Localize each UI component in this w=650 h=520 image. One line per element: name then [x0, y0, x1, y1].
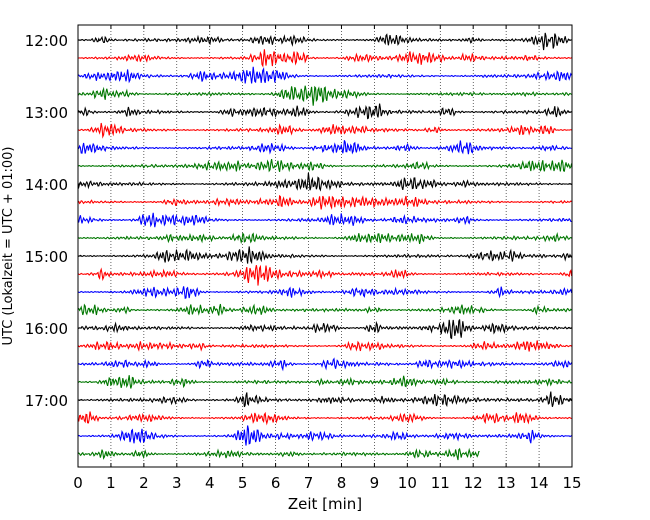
- y-axis-ticks: 12:00 13:00 14:00 15:00 16:00 17:00: [25, 32, 572, 410]
- trace-line: [77, 286, 573, 300]
- trace-line: [77, 411, 572, 426]
- trace-line: [77, 231, 572, 245]
- trace-line: [77, 319, 572, 340]
- trace-line: [77, 391, 573, 408]
- x-tick-label: 0: [73, 474, 83, 492]
- plot-frame: [77, 24, 573, 468]
- trace-line: [77, 140, 572, 155]
- trace-line: [77, 158, 573, 173]
- x-tick-label: 15: [562, 474, 581, 492]
- x-tick-label: 7: [304, 474, 314, 492]
- x-tick-label: 1: [106, 474, 116, 492]
- trace-line: [77, 172, 572, 192]
- x-tick-label: 8: [337, 474, 347, 492]
- trace-line: [77, 103, 572, 120]
- trace-line: [77, 425, 572, 446]
- y-tick-label: 14:00: [25, 176, 68, 194]
- x-tick-label: 9: [370, 474, 380, 492]
- x-tick-label: 6: [271, 474, 281, 492]
- x-tick-label: 5: [238, 474, 248, 492]
- trace-line: [77, 264, 573, 286]
- y-axis-label: UTC (Lokalzeit = UTC + 01:00): [1, 147, 16, 346]
- x-tick-label: 4: [205, 474, 215, 492]
- x-tick-label: 14: [530, 474, 549, 492]
- trace-line: [77, 375, 572, 389]
- trace-line: [77, 32, 572, 51]
- y-tick-label: 16:00: [25, 320, 68, 338]
- trace-line: [77, 49, 572, 68]
- x-tick-label: 12: [464, 474, 483, 492]
- trace-line: [77, 122, 572, 139]
- x-tick-label: 2: [139, 474, 149, 492]
- x-axis-label: Zeit [min]: [288, 495, 362, 513]
- trace-line: [77, 357, 573, 372]
- y-tick-label: 15:00: [25, 248, 68, 266]
- trace-line: [77, 447, 480, 461]
- trace-line: [77, 212, 572, 228]
- y-tick-label: 17:00: [25, 392, 68, 410]
- x-tick-label: 11: [431, 474, 450, 492]
- x-tick-label: 13: [497, 474, 516, 492]
- trace-line: [77, 66, 573, 84]
- trace-line: [77, 85, 572, 106]
- trace-line: [77, 340, 572, 352]
- x-tick-label: 10: [398, 474, 417, 492]
- y-tick-label: 12:00: [25, 32, 68, 50]
- trace-line: [77, 194, 572, 210]
- trace-line: [77, 303, 572, 316]
- x-tick-label: 3: [172, 474, 182, 492]
- y-tick-label: 13:00: [25, 104, 68, 122]
- x-axis-ticks: 0 1 2 3 4 5 6 7 8 9 10 11 12 13 14 15: [73, 25, 582, 492]
- trace-line: [77, 246, 572, 265]
- seismic-traces: [77, 32, 573, 461]
